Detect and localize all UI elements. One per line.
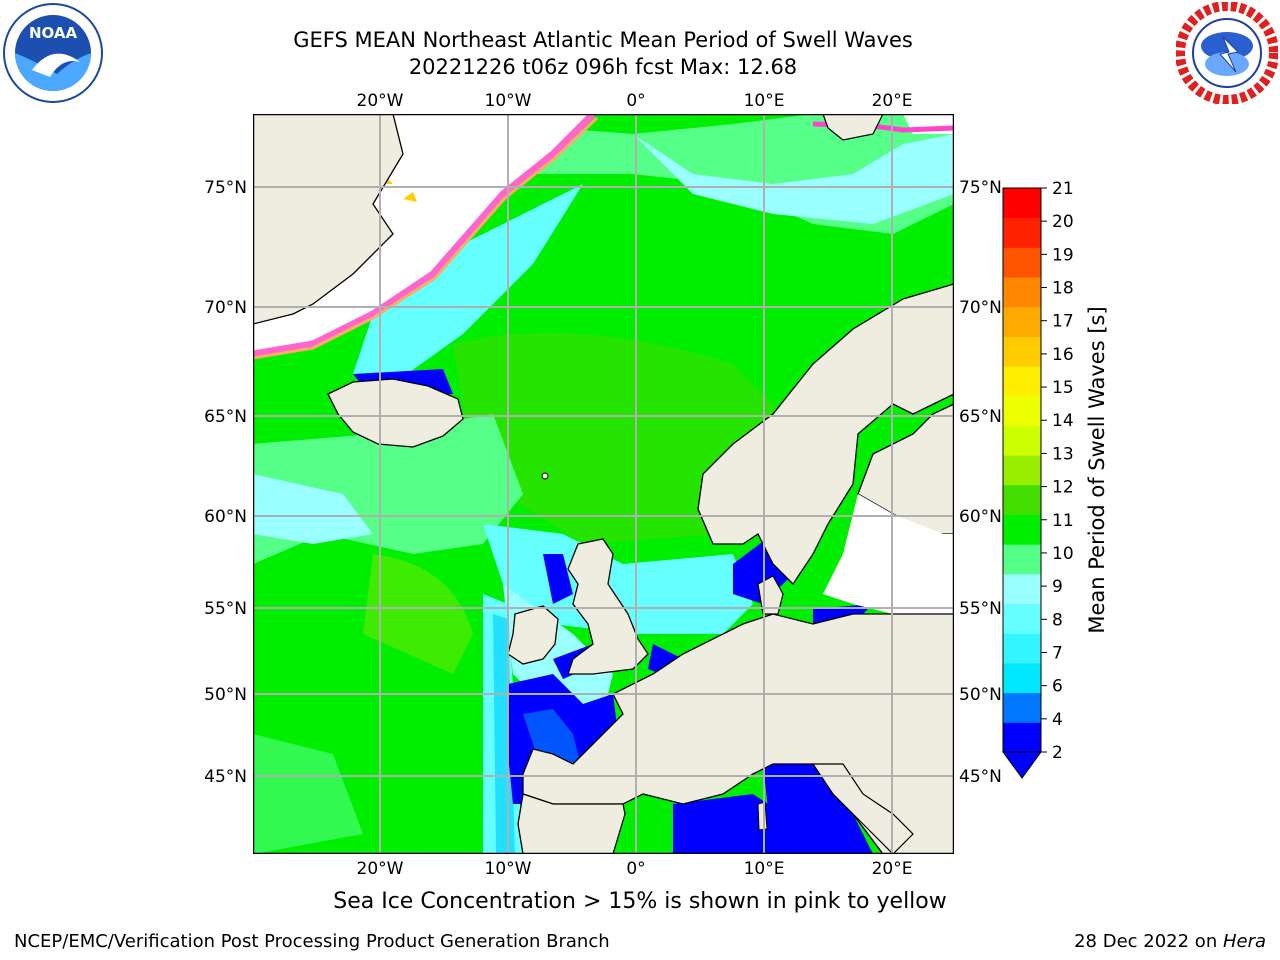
colorbar: 2 4 6 7 8 9 10 11 12 13 14 15 16 17 18 19 20 21 bbox=[1002, 180, 1074, 779]
noaa-logo: NOAA bbox=[3, 3, 103, 103]
nws-logo bbox=[1176, 2, 1278, 104]
colorbar-tick-label: 14 bbox=[1052, 411, 1074, 431]
colorbar-segment bbox=[1003, 306, 1041, 337]
colorbar-segment bbox=[1003, 484, 1041, 516]
colorbar-tick-label: 9 bbox=[1052, 577, 1063, 597]
colorbar-segment bbox=[1003, 277, 1041, 308]
colorbar-segment bbox=[1003, 514, 1041, 545]
colorbar-outline bbox=[1002, 187, 1042, 753]
colorbar-segment bbox=[1003, 544, 1041, 575]
swell-period-map bbox=[253, 114, 954, 854]
colorbar-tick-label: 6 bbox=[1052, 677, 1063, 697]
colorbar-segment bbox=[1003, 662, 1041, 694]
colorbar-tick-label: 16 bbox=[1052, 345, 1074, 365]
colorbar-tick-label: 17 bbox=[1052, 312, 1074, 332]
lat-label-left: 60°N bbox=[204, 507, 247, 527]
lat-label-left: 50°N bbox=[204, 685, 247, 705]
colorbar-segment bbox=[1003, 425, 1041, 456]
footer-date: 28 Dec 2022 on Hera bbox=[1074, 931, 1266, 952]
lat-label-left: 75°N bbox=[204, 178, 247, 198]
lon-label-bottom: 10°E bbox=[744, 859, 785, 879]
colorbar-tick-label: 18 bbox=[1052, 279, 1074, 299]
colorbar-segment bbox=[1003, 722, 1041, 753]
lon-label-top: 0° bbox=[626, 91, 645, 111]
colorbar-tick-label: 13 bbox=[1052, 444, 1074, 464]
colorbar-segment bbox=[1003, 395, 1041, 426]
colorbar-tick-label: 19 bbox=[1052, 245, 1074, 265]
footer-credit: NCEP/EMC/Verification Post Processing Pr… bbox=[14, 931, 610, 952]
colorbar-tick-label: 21 bbox=[1052, 180, 1074, 199]
footer-date-text: 28 Dec 2022 on bbox=[1074, 931, 1223, 952]
noaa-logo-text: NOAA bbox=[29, 24, 78, 42]
colorbar-label: Mean Period of Swell Waves [s] bbox=[1085, 306, 1109, 634]
lat-label-left: 65°N bbox=[204, 407, 247, 427]
colorbar-tick-label: 15 bbox=[1052, 378, 1074, 398]
colorbar-segment bbox=[1003, 692, 1041, 723]
colorbar-segment bbox=[1003, 455, 1041, 486]
colorbar-tick-label: 20 bbox=[1052, 212, 1074, 232]
colorbar-segment bbox=[1003, 573, 1041, 605]
colorbar-segment bbox=[1003, 633, 1041, 664]
lon-label-top: 20°W bbox=[357, 91, 404, 111]
colorbar-tick-label: 4 bbox=[1052, 710, 1063, 730]
colorbar-extend-min bbox=[1002, 751, 1042, 779]
lon-label-bottom: 0° bbox=[626, 859, 645, 879]
sea-ice-note: Sea Ice Concentration > 15% is shown in … bbox=[333, 889, 947, 914]
colorbar-segment bbox=[1003, 247, 1041, 278]
lon-label-bottom: 20°E bbox=[872, 859, 913, 879]
colorbar-tick-label: 10 bbox=[1052, 544, 1074, 564]
colorbar-segment bbox=[1003, 336, 1041, 367]
colorbar-tick-label: 11 bbox=[1052, 511, 1074, 531]
colorbar-tick-label: 12 bbox=[1052, 478, 1074, 498]
colorbar-tick-label: 2 bbox=[1052, 743, 1063, 763]
colorbar-segment bbox=[1003, 366, 1041, 397]
lon-label-top: 10°W bbox=[485, 91, 532, 111]
lat-label-left: 45°N bbox=[204, 767, 247, 787]
colorbar-tick-label: 8 bbox=[1052, 610, 1063, 630]
lon-label-top: 10°E bbox=[744, 91, 785, 111]
colorbar-segment bbox=[1003, 188, 1041, 219]
lon-label-top: 20°E bbox=[872, 91, 913, 111]
map-subtitle: 20221226 t06z 096h fcst Max: 12.68 bbox=[408, 55, 798, 79]
colorbar-segment bbox=[1003, 217, 1041, 248]
colorbar-tick-label: 7 bbox=[1052, 643, 1063, 663]
lon-label-bottom: 10°W bbox=[485, 859, 532, 879]
lat-label-left: 70°N bbox=[204, 298, 247, 318]
lat-label-left: 55°N bbox=[204, 599, 247, 619]
lon-label-bottom: 20°W bbox=[357, 859, 404, 879]
map-title: GEFS MEAN Northeast Atlantic Mean Period… bbox=[293, 28, 913, 52]
footer-host: Hera bbox=[1222, 931, 1266, 952]
colorbar-segment bbox=[1003, 603, 1041, 634]
